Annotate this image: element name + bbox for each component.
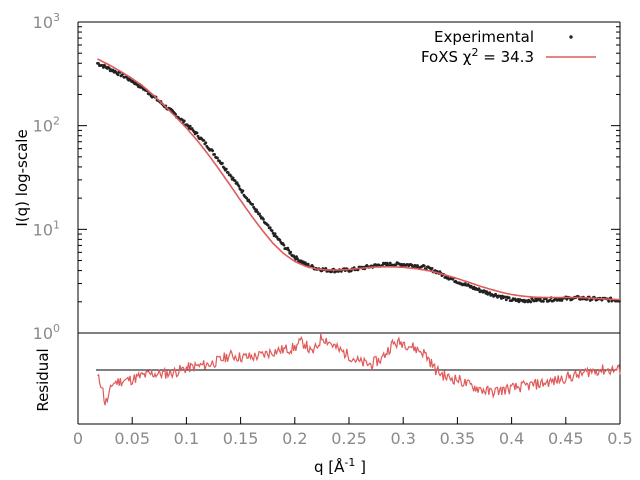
experimental-point [296,257,299,261]
experimental-point [182,119,186,123]
series-experimental [96,61,621,304]
experimental-point [266,224,270,227]
experimental-point [251,203,255,206]
experimental-point [488,291,492,294]
experimental-point [116,73,120,77]
x-tick-label: 0.2 [282,429,307,448]
x-ticks: 0 0.05 0.1 0.15 0.2 0.25 0.3 0.35 0.4 0.45 0.5 [73,417,633,448]
y-tick-label: 100 [33,322,60,343]
experimental-point [287,248,291,252]
experimental-point [504,298,508,302]
experimental-point [213,153,217,156]
experimental-point [186,124,190,128]
experimental-point [204,141,208,145]
experimental-point [233,179,237,183]
experimental-point [224,167,228,171]
experimental-point [529,300,533,304]
legend-marker-experimental [569,35,573,39]
x-tick-label: 0.5 [607,429,632,448]
experimental-point [202,139,206,142]
residual-series [97,333,621,406]
experimental-point [289,250,293,254]
experimental-point [275,235,279,239]
x-tick-label: 0.3 [390,429,415,448]
experimental-point [235,181,239,185]
x-tick-label: 0.25 [331,429,367,448]
experimental-point [485,290,489,294]
experimental-point [273,232,277,236]
x-tick-label: 0.05 [114,429,150,448]
y-tick-label: 103 [33,11,60,32]
experimental-point [241,189,245,193]
x-tick-label: 0.45 [548,429,584,448]
main-y-ticks: 100 101 102 103 [33,11,620,343]
experimental-point [542,300,545,303]
experimental-point [231,176,235,180]
y-tick-label: 101 [33,218,60,239]
experimental-point [107,66,111,70]
experimental-point [430,267,434,270]
legend-label-experimental: Experimental [434,28,534,46]
x-axis-label: q [Å-1 ] [314,456,366,476]
experimental-point [216,156,219,160]
experimental-point [394,263,398,267]
experimental-point [259,214,262,218]
main-y-axis-label: I(q) log-scale [13,129,31,226]
experimental-point [226,171,230,174]
x-tick-label: 0.15 [223,429,259,448]
legend: Experimental FoXS χ2 = 34.3 [421,28,596,66]
legend-label-foxs: FoXS χ2 = 34.3 [421,46,534,66]
experimental-point [422,264,426,268]
experimental-point [221,161,224,165]
experimental-point [237,184,241,188]
experimental-point [188,124,192,128]
residual-panel: Residual 0 0.05 0.1 0.15 0.2 0.25 0.3 0.35 0.4 0.… [34,333,633,476]
experimental-point [618,299,621,303]
experimental-point [111,68,115,72]
residual-y-axis-label: Residual [34,348,52,411]
series-residual [97,333,621,406]
experimental-point [282,243,286,247]
y-tick-label: 102 [33,115,60,136]
experimental-point [195,131,199,135]
main-panel: 100 101 102 103 I(q) log-scale [13,11,621,343]
experimental-point [607,299,611,303]
x-tick-label: 0.1 [174,429,199,448]
experimental-point [270,229,274,233]
experimental-point [306,262,310,266]
experimental-point [268,226,272,230]
x-tick-label: 0.4 [499,429,524,448]
experimental-point [127,78,131,82]
experimental-point [503,295,507,299]
experimental-point [245,196,249,200]
experimental-point [97,62,100,65]
experimental-point [295,255,298,258]
series-foxs-fit [97,58,621,301]
main-series [96,58,621,304]
experimental-point [416,264,419,267]
x-tick-label: 0.35 [440,429,476,448]
experimental-point [255,208,258,212]
experimental-point [262,217,265,221]
experimental-point [258,212,261,216]
experimental-point [286,246,290,250]
experimental-point [211,149,215,153]
x-tick-label: 0 [73,429,83,448]
experimental-point [477,287,481,290]
experimental-point [507,296,511,300]
experimental-point [330,270,334,273]
experimental-point [278,238,282,242]
experimental-point [349,269,353,273]
